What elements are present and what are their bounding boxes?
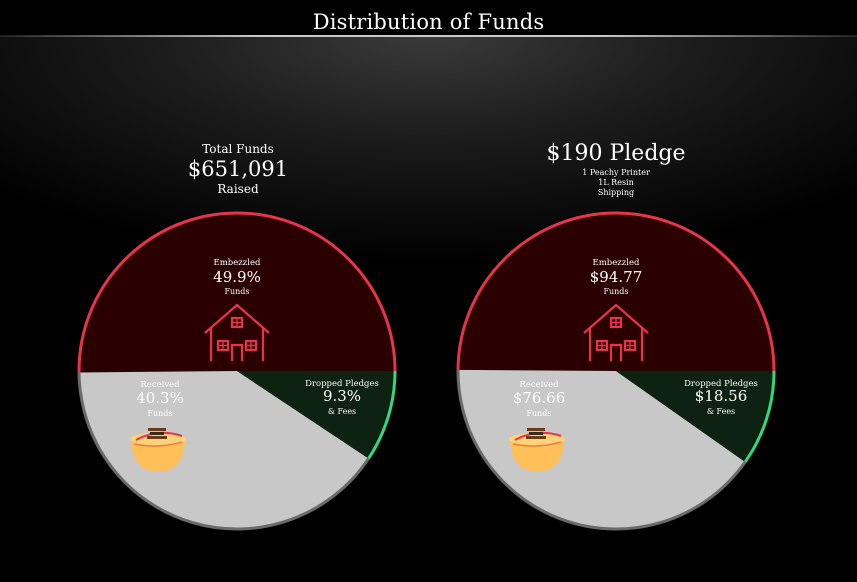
pie-edge-dropped	[743, 370, 776, 463]
right-header-item: 1 Peachy Printer	[582, 168, 650, 177]
value-dropped: $18.56	[695, 387, 748, 405]
peach-printer-icon	[130, 428, 186, 472]
sub-embezzled: Funds	[224, 287, 249, 296]
label-embezzled: Embezzled	[593, 258, 640, 268]
sub-dropped: & Fees	[328, 407, 356, 416]
value-received: $76.66	[513, 389, 566, 407]
label-dropped: Dropped Pledges	[305, 379, 379, 389]
left-header-label: Total Funds	[202, 142, 274, 156]
pie-edge-dropped	[367, 370, 397, 460]
peach-printer-icon	[509, 428, 565, 472]
left-chart-header: Total Funds $651,091 Raised	[138, 142, 338, 196]
label-embezzled: Embezzled	[214, 258, 261, 268]
value-dropped: 9.3%	[323, 387, 361, 405]
label-received: Received	[519, 380, 559, 390]
pie-slice-embezzled	[458, 213, 774, 371]
title-divider	[0, 35, 857, 37]
pie-slice-dropped	[237, 371, 395, 459]
house-icon	[204, 303, 270, 361]
pie-slice-dropped	[616, 371, 774, 463]
right-header-item: Shipping	[597, 188, 635, 197]
right-header-title: $190 Pledge	[546, 141, 686, 166]
pie-slice-received	[457, 369, 746, 529]
pie-edge-embezzled	[77, 211, 397, 373]
sub-received: Funds	[526, 409, 551, 418]
pie-slice-received	[79, 371, 369, 529]
pie-edge-received	[77, 372, 370, 531]
right-header-item: 1L Resin	[598, 178, 634, 187]
value-embezzled: 49.9%	[213, 268, 261, 286]
house-icon	[583, 303, 649, 361]
label-received: Received	[140, 380, 180, 390]
sub-dropped: & Fees	[707, 407, 735, 416]
value-received: 40.3%	[136, 389, 184, 407]
pie-edge-embezzled	[456, 211, 776, 372]
label-dropped: Dropped Pledges	[684, 379, 758, 389]
page-title: Distribution of Funds	[312, 10, 545, 34]
left-header-sub: Raised	[217, 182, 259, 196]
pie-edge-received	[456, 369, 747, 531]
sub-received: Funds	[147, 409, 172, 418]
value-embezzled: $94.77	[590, 268, 643, 286]
left-header-amount: $651,091	[187, 157, 289, 181]
sub-embezzled: Funds	[603, 287, 628, 296]
right-chart-header: $190 Pledge 1 Peachy Printer 1L Resin Sh…	[516, 140, 716, 198]
pie-slice-embezzled	[79, 213, 395, 373]
